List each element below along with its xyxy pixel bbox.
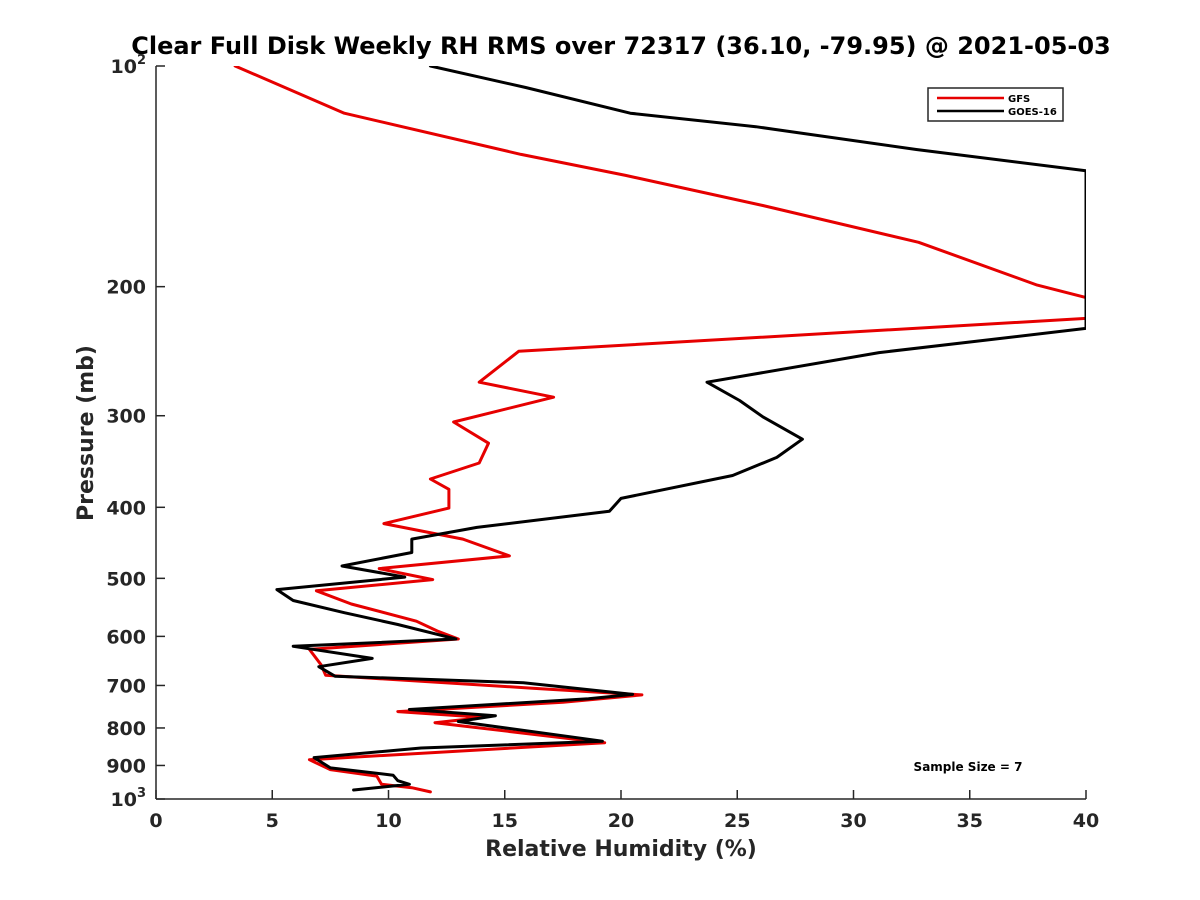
y-tick-label: 103 [111,786,147,811]
sample-size-annotation: Sample Size = 7 [914,760,1023,774]
y-tick-label: 102 [111,53,147,78]
x-tick-label: 25 [724,810,750,832]
series-layer [233,66,1086,794]
series-line-gfs [233,66,1086,794]
x-tick-label: 10 [375,810,401,832]
x-tick-label: 40 [1073,810,1099,832]
y-tick-label: 400 [106,497,146,519]
x-tick-label: 20 [608,810,634,832]
y-tick-label: 300 [106,406,146,428]
y-tick-label: 500 [106,568,146,590]
legend-label: GFS [1008,94,1030,105]
legend-box [927,87,1064,122]
x-tick-label: 35 [957,810,983,832]
x-tick-label: 30 [840,810,866,832]
axes-layer: 0 5 10 15 20 25 30 35 40 102 200 300 400 500 600 700 800… [106,53,1099,832]
y-tick-label: 900 [106,755,146,777]
x-axis-label: Relative Humidity (%) [485,837,757,862]
y-tick-label: 200 [106,277,146,299]
y-axis-label: Pressure (mb) [74,345,99,521]
legend: GFS GOES-16 [927,87,1064,122]
y-tick-label: 600 [106,626,146,648]
series-line-goes-16 [275,66,1086,792]
chart-title: Clear Full Disk Weekly RH RMS over 72317… [131,32,1111,60]
x-tick-label: 5 [266,810,279,832]
y-tick-label: 800 [106,718,146,740]
legend-label: GOES-16 [1008,107,1057,118]
x-tick-label: 0 [149,810,162,832]
y-tick-label: 700 [106,675,146,697]
x-tick-label: 15 [492,810,518,832]
